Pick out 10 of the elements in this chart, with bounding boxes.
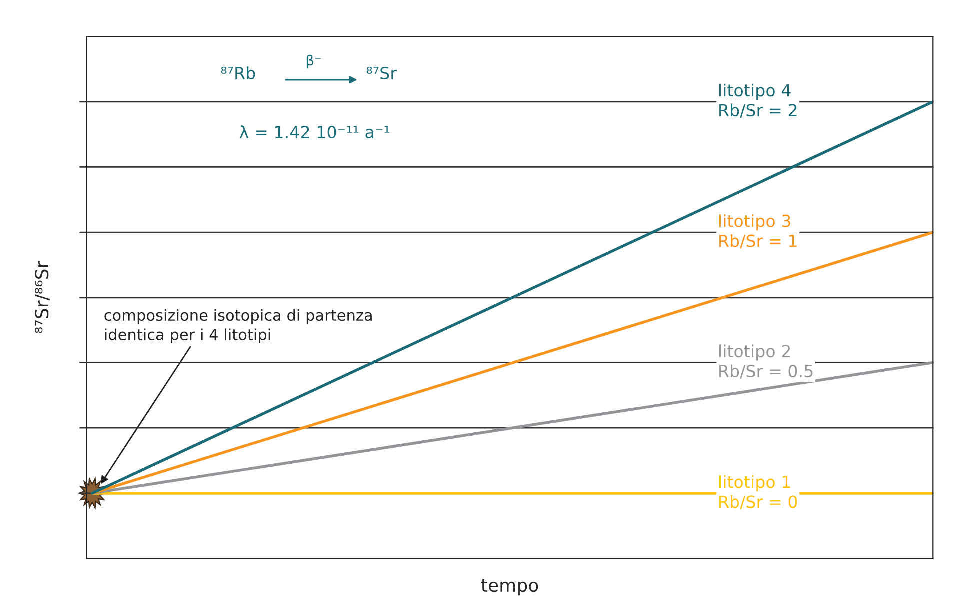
y-axis-title: ⁸⁷Sr/⁸⁶Sr <box>35 261 50 334</box>
text: litotipo 4 Rb/Sr = 2 <box>719 84 797 118</box>
annotation: composizione isotopica di partenza identica per i 4 litotipi <box>104 309 372 344</box>
annotation: λ = 1.42 10⁻¹¹ a⁻¹ <box>240 126 390 139</box>
text: β⁻ <box>306 54 321 68</box>
series-label: litotipo 3 Rb/Sr = 1 <box>719 214 797 249</box>
text: ⁸⁷Sr <box>366 66 397 80</box>
x-axis-title: tempo <box>481 579 538 596</box>
text: ⁸⁷Rb <box>221 66 256 80</box>
series-label: litotipo 2 Rb/Sr = 0.5 <box>719 344 813 379</box>
